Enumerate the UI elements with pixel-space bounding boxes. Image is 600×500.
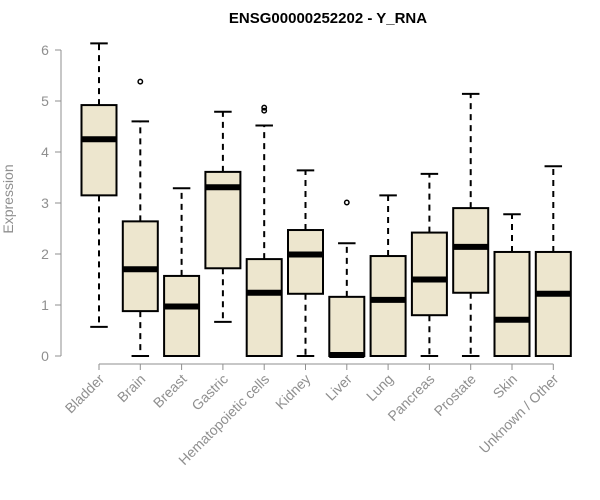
box (534, 250, 572, 358)
y-tick-label: 6 (41, 42, 49, 58)
box (369, 255, 407, 358)
outlier-point (343, 199, 350, 206)
boxplot-series (80, 42, 572, 358)
outlier-point (137, 78, 144, 85)
box (163, 274, 201, 357)
y-tick-label: 1 (41, 297, 49, 313)
x-tick-label: Breast (150, 371, 190, 411)
x-tick-label: Kidney (272, 371, 314, 413)
x-tick-label: Prostate (431, 371, 479, 419)
box (452, 207, 490, 294)
box (80, 104, 118, 197)
box-skin (493, 213, 531, 358)
y-tick-label: 2 (41, 246, 49, 262)
box-unknown-other (534, 165, 572, 358)
box-brain (121, 78, 159, 357)
outlier-point (261, 104, 268, 111)
x-tick-label: Bladder (62, 371, 108, 417)
box (328, 295, 366, 357)
box (121, 220, 159, 313)
box-prostate (452, 92, 490, 357)
box (287, 229, 324, 295)
box-lung (369, 194, 407, 358)
y-tick-label: 3 (41, 195, 49, 211)
chart-title: ENSG00000252202 - Y_RNA (229, 10, 427, 27)
box (410, 231, 448, 317)
box-gastric (204, 110, 242, 323)
box-pancreas (410, 172, 448, 357)
y-tick-label: 4 (41, 144, 49, 160)
x-tick-label: Brain (114, 371, 148, 405)
y-tick-label: 0 (41, 348, 49, 364)
x-tick-label: Lung (363, 371, 396, 404)
box-breast (163, 187, 201, 357)
box-bladder (80, 42, 118, 328)
box (245, 258, 283, 358)
y-axis-label: Expression (0, 164, 16, 233)
x-tick-label: Liver (322, 371, 355, 404)
y-axis: 0 1 2 3 4 5 6 (41, 42, 62, 364)
outlier-point (261, 107, 268, 114)
y-tick-label: 5 (41, 93, 49, 109)
box (493, 250, 531, 358)
box-hematopoietic-cells (245, 104, 283, 358)
box-kidney (287, 169, 324, 357)
box-liver (328, 199, 366, 358)
x-tick-label: Skin (490, 371, 521, 402)
